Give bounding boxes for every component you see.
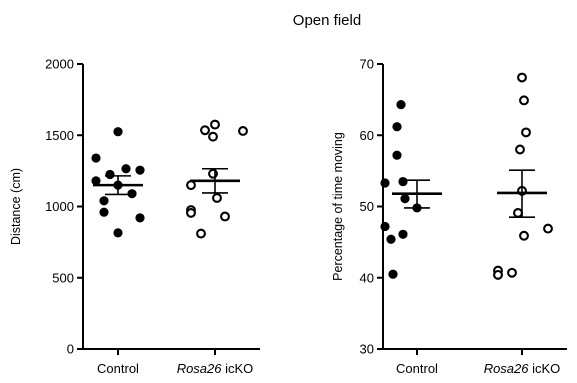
data-point <box>398 229 408 239</box>
data-point <box>113 127 123 137</box>
x-category-label: Control <box>97 361 139 376</box>
series-group-1 <box>380 100 442 279</box>
y-tick-label: 0 <box>67 342 74 357</box>
y-axis-title: Distance (cm) <box>9 168 23 245</box>
y-tick-label: 1500 <box>45 128 74 143</box>
data-point <box>398 176 408 187</box>
data-point <box>519 95 529 106</box>
y-tick-label: 2000 <box>45 57 74 72</box>
y-tick-label: 60 <box>360 128 374 143</box>
data-point <box>200 125 210 136</box>
data-point <box>543 223 553 234</box>
data-point <box>392 122 402 132</box>
data-point <box>212 193 222 203</box>
data-point <box>105 169 115 180</box>
series-group-2 <box>186 119 248 239</box>
y-tick-label: 50 <box>360 199 374 214</box>
data-point <box>127 189 137 199</box>
data-point <box>521 127 531 138</box>
data-point <box>380 221 390 232</box>
y-tick-label: 70 <box>360 57 374 72</box>
data-point <box>513 207 523 218</box>
data-point <box>99 207 109 217</box>
series-group-1 <box>91 127 145 238</box>
data-point <box>392 150 402 160</box>
data-point <box>507 267 517 278</box>
data-point <box>121 164 131 174</box>
data-point <box>99 196 109 206</box>
data-point <box>91 153 101 163</box>
y-tick-label: 40 <box>360 270 374 285</box>
data-point <box>186 180 196 191</box>
chart-panel-1: 0 500 1000 1500 2000 Distance (cm) Control Rosa… <box>9 57 260 376</box>
data-point <box>517 72 527 83</box>
data-point <box>113 228 123 238</box>
data-point <box>220 211 230 222</box>
data-point <box>493 269 503 280</box>
figure-title: Open field <box>293 12 361 29</box>
data-point <box>135 213 145 223</box>
series-group-2 <box>493 72 553 280</box>
data-point <box>515 144 525 155</box>
data-point <box>210 119 220 130</box>
y-tick-label: 500 <box>52 270 74 285</box>
data-point <box>519 230 529 241</box>
y-axis-title: Percentage of time moving <box>331 132 345 281</box>
chart-panel-2: 30 40 50 60 70 Percentage of time moving Contr… <box>331 57 567 376</box>
x-category-label: Rosa26 icKO <box>484 361 561 376</box>
y-tick-label: 30 <box>360 342 374 357</box>
data-point <box>135 165 145 175</box>
data-point <box>386 234 396 244</box>
data-point <box>238 126 248 136</box>
panels: 0 500 1000 1500 2000 Distance (cm) Control Rosa… <box>9 57 567 376</box>
data-point <box>396 100 406 110</box>
data-point <box>400 194 410 204</box>
data-point <box>208 131 218 142</box>
data-point <box>91 176 101 186</box>
y-tick-label: 1000 <box>45 199 74 214</box>
data-point <box>196 228 206 239</box>
data-point <box>186 207 196 218</box>
data-point <box>380 178 390 188</box>
x-category-label: Rosa26 icKO <box>177 361 254 376</box>
data-point <box>388 269 398 279</box>
x-category-label: Control <box>396 361 438 376</box>
